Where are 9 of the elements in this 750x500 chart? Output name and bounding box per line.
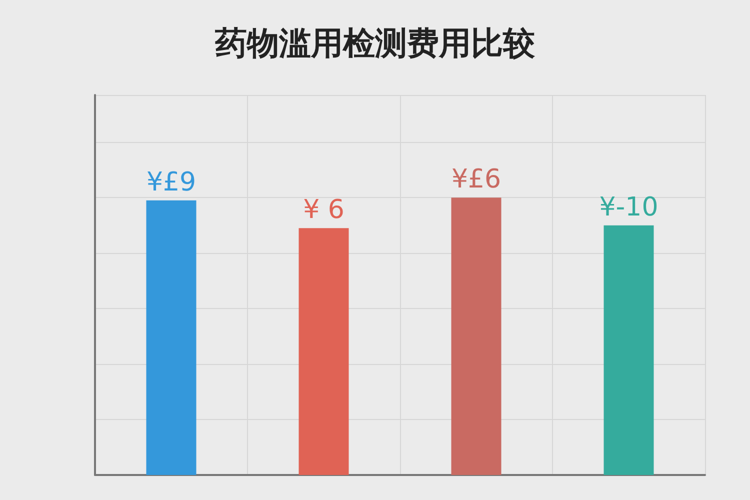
bar <box>146 200 196 475</box>
annotation: ¥-10 <box>599 192 658 222</box>
text: ¥£9 <box>146 167 196 198</box>
chart-title: 药物滥用检测费用比较 <box>214 24 536 62</box>
text: ¥£6 <box>451 164 502 195</box>
annotation: ¥ 6 <box>303 195 344 226</box>
bar <box>604 225 654 475</box>
bar <box>298 228 349 475</box>
bar <box>451 198 502 475</box>
